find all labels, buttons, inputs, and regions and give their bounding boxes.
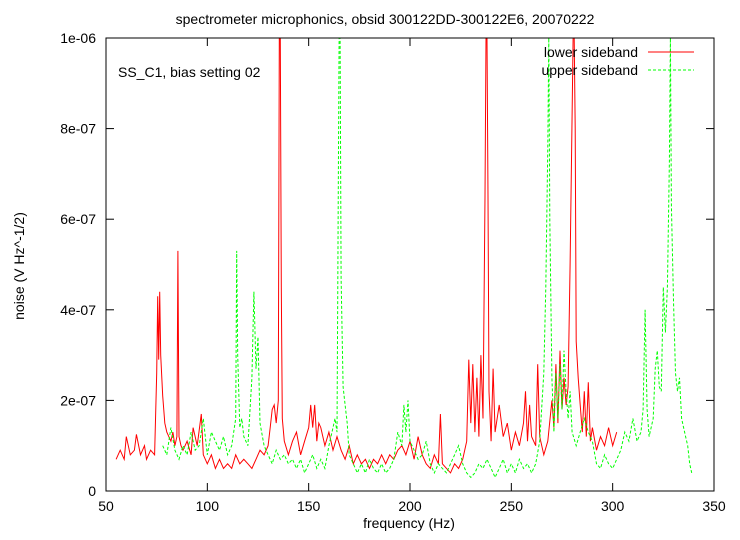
- plot-annotation: SS_C1, bias setting 02: [118, 64, 261, 80]
- axes-layer: 50 100 150 200 250 300 350 0 2e-07 4e-07 6e-07 8e-0…: [60, 30, 726, 514]
- chart-title: spectrometer microphonics, obsid 300122D…: [176, 11, 595, 27]
- x-tick-label: 50: [98, 498, 114, 514]
- plot-frame: [105, 37, 715, 492]
- x-axis-label: frequency (Hz): [363, 515, 455, 531]
- y-tick-label: 1e-06: [60, 30, 96, 46]
- legend-label-upper-sideband: upper sideband: [541, 62, 638, 78]
- x-tick-label: 100: [196, 498, 220, 514]
- legend: lower sideband upper sideband: [541, 44, 694, 78]
- legend-label-lower-sideband: lower sideband: [544, 44, 638, 60]
- x-tick-label: 250: [500, 498, 524, 514]
- y-axis-label: noise (V Hz^-1/2): [11, 212, 27, 320]
- x-tick-label: 200: [398, 498, 422, 514]
- series-layer: [115, 38, 693, 479]
- series-line-upper-sideband: [162, 38, 693, 479]
- x-tick-label: 350: [702, 498, 726, 514]
- y-tick-label: 4e-07: [60, 302, 96, 318]
- x-tick-label: 300: [601, 498, 625, 514]
- y-tick-label: 6e-07: [60, 211, 96, 227]
- series-line-lower-sideband: [115, 38, 618, 474]
- y-tick-label: 0: [88, 483, 96, 499]
- x-tick-label: 150: [297, 498, 321, 514]
- y-tick-label: 8e-07: [60, 121, 96, 137]
- y-tick-label: 2e-07: [60, 392, 96, 408]
